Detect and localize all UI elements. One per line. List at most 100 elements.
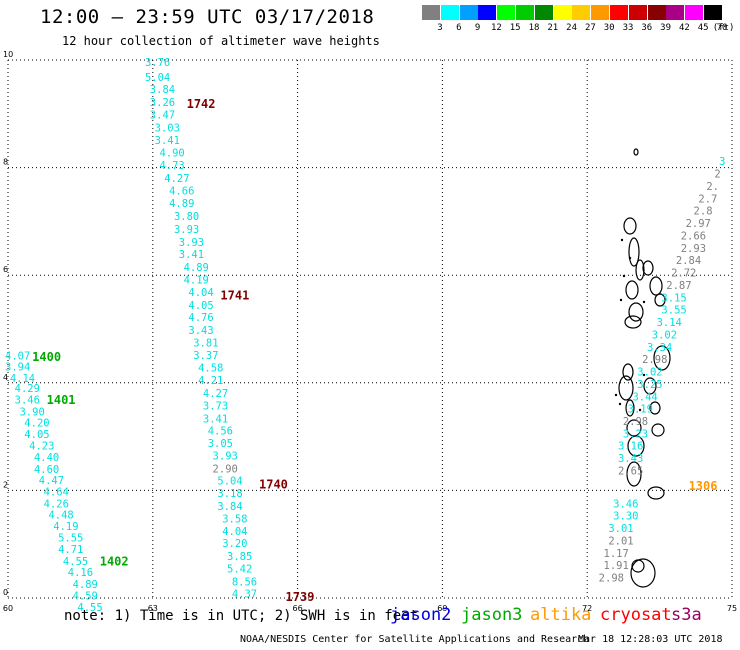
- legend-label: 12: [490, 23, 502, 33]
- wave-height-label: 3.23: [623, 428, 648, 440]
- legend-swatch: [516, 5, 534, 20]
- wave-height-label: 3.02: [637, 367, 662, 379]
- island-dot: [622, 274, 626, 278]
- wave-height-label: 4.07: [5, 350, 30, 362]
- legend-label: 24: [566, 23, 578, 33]
- wave-height-label: 4.48: [48, 510, 73, 522]
- wave-height-label: 4.89: [184, 262, 209, 274]
- legend-swatch: [553, 5, 572, 20]
- pass-time-label: 1402: [100, 554, 129, 568]
- wave-height-label: 3.84: [217, 501, 242, 513]
- legend-label: 18: [528, 23, 540, 33]
- wave-height-label: 4.05: [188, 300, 213, 312]
- legend-unit: (ft): [712, 23, 735, 33]
- legend-swatch: [572, 5, 591, 20]
- wave-height-label: 4.14: [10, 373, 35, 385]
- wave-height-label: 4.27: [203, 388, 228, 400]
- legend-swatch: [610, 5, 628, 20]
- wave-height-label: 3.30: [613, 511, 638, 523]
- wave-height-label: 4.64: [44, 486, 69, 498]
- wave-height-label: 3.73: [203, 400, 228, 412]
- island-outline: [628, 302, 644, 322]
- legend-swatch: [422, 5, 440, 20]
- island-outline: [642, 260, 654, 276]
- island-outline: [647, 486, 665, 500]
- island-outline: [649, 276, 663, 296]
- island-outline: [626, 461, 642, 487]
- wave-height-label: 3.44: [632, 391, 657, 403]
- x-tick-label: 60: [3, 604, 13, 613]
- wave-height-label: 3.43: [188, 325, 213, 337]
- pass-time-label: 1306: [689, 479, 718, 493]
- wave-height-label: 3.46: [15, 394, 40, 406]
- wave-height-label: 3.19: [628, 404, 653, 416]
- wave-height-label: 3.16: [618, 441, 643, 453]
- wave-height-label: 4.66: [169, 186, 194, 198]
- wave-height-label: 4.29: [15, 383, 40, 395]
- island-outline: [628, 237, 640, 267]
- wave-height-label: 3.20: [222, 538, 247, 550]
- wave-height-label: 3.43: [618, 453, 643, 465]
- wave-height-label: 8.56: [232, 576, 257, 588]
- island-outline: [624, 315, 642, 329]
- legend-swatch: [704, 5, 722, 20]
- x-tick-label: 69: [437, 604, 447, 613]
- wave-height-label: 2.72: [671, 268, 696, 280]
- wave-height-label: 2.66: [681, 230, 706, 242]
- wave-height-label: 3.41: [179, 249, 204, 261]
- wave-height-label: 3.37: [193, 350, 218, 362]
- island-dot: [618, 402, 622, 406]
- coastline-islands: [614, 148, 671, 588]
- legend-label: 45: [697, 23, 709, 33]
- legend-label: 27: [584, 23, 596, 33]
- map-title: 12:00 – 23:59 UTC 03/17/2018: [40, 6, 375, 28]
- wave-height-label: 4.04: [222, 526, 247, 538]
- legend-label: 70: [716, 23, 728, 33]
- legend-label: 9: [474, 23, 481, 33]
- wave-height-label: 3.85: [227, 551, 252, 563]
- island-outline: [618, 375, 634, 401]
- grid-lines: [7, 59, 733, 599]
- wave-height-label: 4.16: [68, 567, 93, 579]
- legend-swatch: [459, 5, 478, 20]
- map-subtitle: 12 hour collection of altimeter wave hei…: [62, 34, 380, 48]
- island-outline: [643, 377, 657, 395]
- wave-height-label: 3.76: [145, 57, 170, 69]
- wave-height-label: 4.58: [198, 363, 223, 375]
- pass-time-label: 1740: [259, 477, 288, 491]
- satellite-label: jason3: [461, 605, 523, 625]
- legend-swatch: [647, 5, 666, 20]
- wave-height-label: 2.98: [642, 354, 667, 366]
- wave-height-label: 2.84: [676, 255, 701, 267]
- island-outline: [625, 399, 635, 417]
- wave-height-label: 3.93: [174, 224, 199, 236]
- wave-height-label: 3.81: [193, 337, 218, 349]
- wave-height-label: 3.25: [637, 379, 662, 391]
- island-outline: [633, 148, 639, 156]
- wave-height-label: 3.01: [608, 523, 633, 535]
- wave-height-label: 2: [714, 169, 720, 181]
- island-dot: [628, 256, 632, 260]
- island-dot: [619, 298, 623, 302]
- generated-timestamp: Mar 18 12:28:03 UTC 2018: [578, 634, 723, 645]
- wave-height-label: 3.84: [150, 84, 175, 96]
- legend-swatch: [534, 5, 553, 20]
- y-tick-label: 10: [3, 50, 13, 59]
- wave-height-label: 4.47: [39, 475, 64, 487]
- island-outline: [625, 280, 639, 300]
- wave-height-label: 3.18: [217, 488, 242, 500]
- wave-height-label: 3.93: [179, 237, 204, 249]
- island-outline: [622, 363, 634, 381]
- wave-height-label: 4.26: [44, 498, 69, 510]
- wave-height-label: 2.87: [666, 280, 691, 292]
- island-dot: [642, 373, 646, 377]
- wave-height-label: 4.55: [63, 556, 88, 568]
- satellite-label: jason2: [390, 605, 452, 625]
- island-outline: [654, 293, 666, 307]
- wave-height-label: 3.93: [213, 450, 238, 462]
- legend-label: 6: [456, 23, 462, 33]
- wave-height-label: 3.03: [155, 122, 180, 134]
- legend-swatch: [666, 5, 685, 20]
- wave-height-labels: 3.765.043.843.263.473.033.414.904.734.27…: [5, 57, 726, 614]
